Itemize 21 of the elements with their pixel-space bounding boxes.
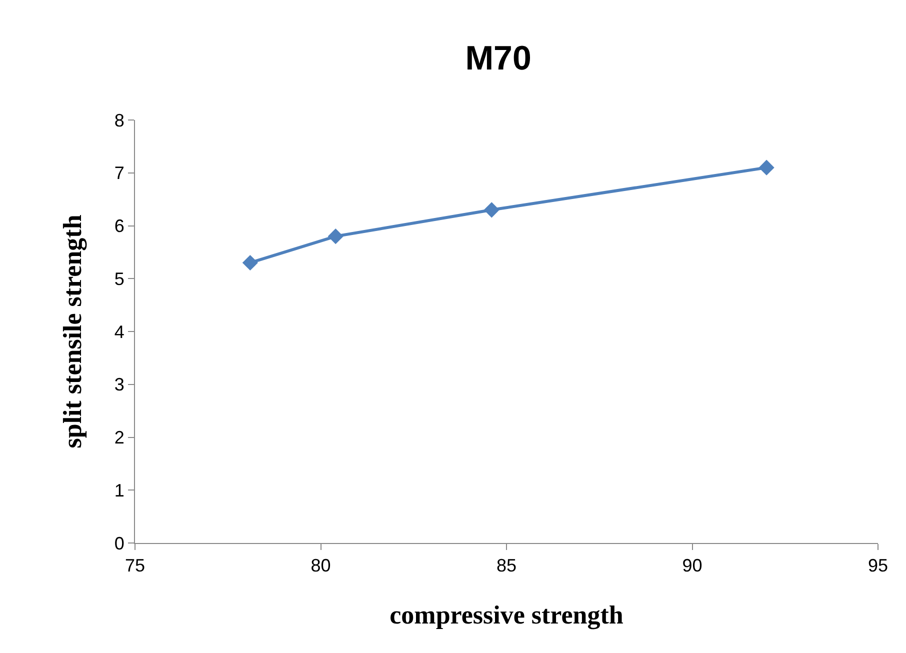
y-tick-label: 0 (114, 533, 124, 554)
x-tick-label: 75 (124, 556, 146, 576)
y-axis-title: split stensile strength (58, 214, 87, 448)
y-tick-label: 2 (114, 428, 124, 448)
y-tick-label: 4 (114, 322, 124, 342)
chart-title: M70 (465, 40, 532, 78)
x-tick-label: 80 (310, 556, 331, 576)
x-tick-label: 85 (496, 556, 517, 576)
point (328, 228, 344, 244)
y-tick-label: 1 (114, 480, 124, 500)
y-tick-label: 3 (114, 374, 124, 395)
point (484, 202, 500, 218)
y-tick-label: 5 (114, 268, 124, 289)
x-axis-title: compressive strength (390, 600, 624, 630)
x-tick-label: 95 (868, 556, 888, 576)
y-tick-label: 6 (114, 216, 124, 236)
x-tick-label: 90 (682, 556, 702, 576)
y-tick-label: 7 (114, 163, 124, 184)
point (242, 254, 258, 271)
y-tick-label: 8 (114, 110, 124, 130)
point (758, 160, 774, 176)
